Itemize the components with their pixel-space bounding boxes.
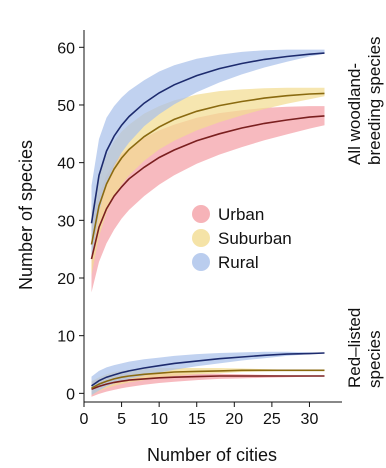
y-tick-label-10: 10 [57,329,75,346]
group-label-all-woodland-line1: All woodland- [345,63,364,165]
line-suburban-all-woodland-breeding-species [90,92,325,245]
legend-label-rural: Rural [218,253,259,272]
line-suburban-red-listed-species [91,369,325,389]
y-tick-label-20: 20 [57,271,75,288]
group-label-all-woodland-line2: breeding species [365,36,384,165]
x-tick-label-0: 0 [80,411,89,428]
band-rural-red-listed-species [91,351,325,396]
line-urban-red-listed-species [91,375,325,391]
x-tick-label-30: 30 [301,411,319,428]
x-tick-label-15: 15 [188,411,206,428]
line-urban-all-woodland-breeding-species [90,115,325,260]
x-tick-label-20: 20 [225,411,243,428]
x-tick-label-25: 25 [263,411,281,428]
confidence-bands [91,49,325,397]
y-tick-label-0: 0 [66,386,75,403]
y-tick-label-50: 50 [57,98,75,115]
legend-swatch-urban [192,205,210,223]
x-tick-label-10: 10 [150,411,168,428]
group-label-red-listed: Red–listed species [345,308,384,388]
y-tick-label-60: 60 [57,40,75,57]
line-rural-red-listed-species [91,352,325,387]
legend-label-suburban: Suburban [218,229,292,248]
band-suburban-all-woodland-breeding-species [91,87,325,276]
legend-swatch-suburban [192,229,210,247]
group-label-red-listed-line2: species [365,330,384,388]
group-label-red-listed-line1: Red–listed [345,308,364,388]
band-suburban-red-listed-species [91,368,325,396]
x-tick-label-5: 5 [117,411,126,428]
group-label-all-woodland: All woodland- breeding species [345,36,384,165]
legend-label-urban: Urban [218,205,264,224]
line-rural-all-woodland-breeding-species [90,52,325,224]
y-tick-label-40: 40 [57,156,75,173]
y-axis-title: Number of species [16,140,36,290]
x-axis-title: Number of cities [147,445,277,465]
legend: Urban Suburban Rural [192,205,292,272]
axes: 0 5 10 15 20 25 30 0 10 20 30 40 50 60 [57,30,342,428]
y-tick-label-30: 30 [57,213,75,230]
band-rural-all-woodland-breeding-species [91,49,325,261]
legend-swatch-rural [192,253,210,271]
series-lines [90,52,325,391]
